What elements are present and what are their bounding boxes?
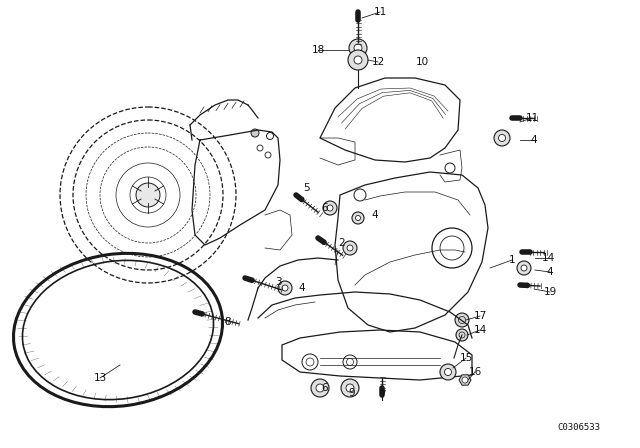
Circle shape [327,205,333,211]
Circle shape [455,313,469,327]
Text: 19: 19 [543,287,557,297]
Text: 3: 3 [275,277,282,287]
Circle shape [354,56,362,64]
Text: 6: 6 [322,203,328,213]
Text: 14: 14 [474,325,486,335]
Circle shape [343,241,357,255]
Circle shape [341,379,359,397]
Circle shape [323,201,337,215]
Circle shape [445,369,451,375]
Text: C0306533: C0306533 [557,423,600,432]
Text: 17: 17 [474,311,486,321]
Circle shape [440,364,456,380]
Circle shape [352,212,364,224]
Circle shape [462,377,468,383]
Circle shape [456,329,468,341]
Circle shape [311,379,329,397]
Circle shape [316,384,324,392]
Circle shape [355,215,360,220]
Circle shape [136,183,160,207]
Circle shape [347,245,353,251]
Circle shape [282,285,288,291]
Text: 4: 4 [372,210,378,220]
Text: 9: 9 [349,388,355,398]
Circle shape [499,134,506,142]
Text: 1: 1 [509,255,515,265]
Polygon shape [459,375,471,385]
Circle shape [251,129,259,137]
Text: 2: 2 [339,238,346,248]
Circle shape [349,39,367,57]
Circle shape [517,261,531,275]
Circle shape [494,130,510,146]
Circle shape [354,44,362,52]
Text: 18: 18 [312,45,324,55]
Text: 8: 8 [225,317,231,327]
Circle shape [348,50,368,70]
Text: 4: 4 [299,283,305,293]
Text: 11: 11 [525,113,539,123]
Text: 4: 4 [547,267,554,277]
Text: 15: 15 [460,353,472,363]
Text: 7: 7 [379,390,385,400]
Text: 13: 13 [93,373,107,383]
Text: 10: 10 [415,57,429,67]
Text: 11: 11 [373,7,387,17]
Text: 16: 16 [468,367,482,377]
Text: 6: 6 [322,383,328,393]
Text: 4: 4 [531,135,538,145]
Text: 5: 5 [303,183,309,193]
Circle shape [521,265,527,271]
Text: 14: 14 [541,253,555,263]
Circle shape [278,281,292,295]
Text: 12: 12 [371,57,385,67]
Circle shape [346,384,354,392]
